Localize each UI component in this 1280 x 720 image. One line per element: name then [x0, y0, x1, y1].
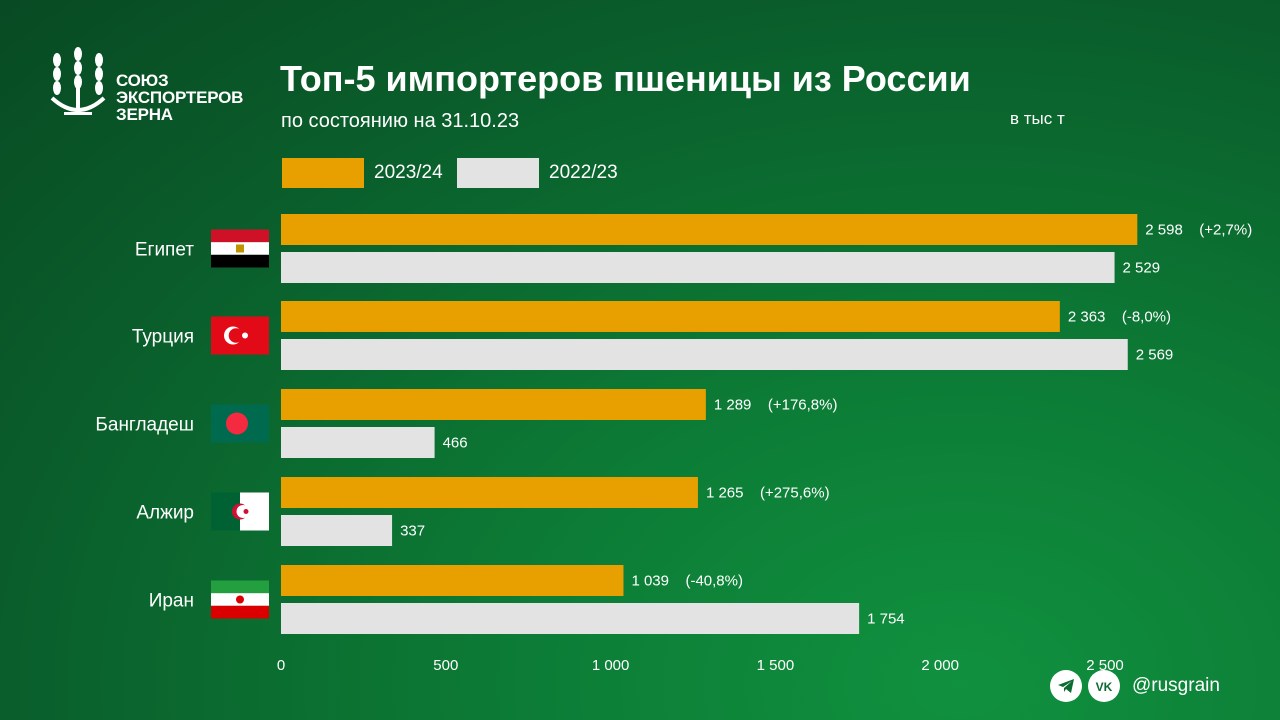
value-label: 2 363 [1068, 309, 1106, 326]
category-label: Египет [135, 240, 194, 261]
bar [281, 214, 1138, 245]
org-name: СОЮЗ ЭКСПОРТЕРОВ ЗЕРНА [116, 72, 243, 123]
legend-label-2023: 2023/24 [374, 162, 443, 183]
unit-label: в тыс т [1010, 109, 1065, 128]
x-tick-label: 2 500 [1086, 657, 1124, 674]
bar [281, 603, 860, 634]
value-label: 1 265 [706, 485, 744, 502]
svg-text:VK: VK [1096, 680, 1113, 692]
legend-item-2022: 2022/23 [457, 158, 618, 188]
value-label: 2 569 [1136, 347, 1174, 364]
bar [281, 515, 393, 546]
wheat-logo-icon [50, 47, 106, 115]
vk-icon[interactable]: VK [1088, 670, 1120, 702]
category-label: Иран [149, 591, 194, 612]
bar [281, 565, 624, 596]
value-label: 1 039 [631, 573, 669, 590]
value-label: 1 754 [867, 611, 905, 628]
legend-label-2022: 2022/23 [549, 162, 618, 183]
egypt-flag-icon [211, 229, 269, 268]
value-label: 2 529 [1123, 260, 1161, 277]
bar [281, 427, 435, 458]
telegram-icon[interactable] [1050, 670, 1082, 702]
x-tick-label: 0 [277, 657, 285, 674]
x-tick-label: 2 000 [921, 657, 959, 674]
category-label: Турция [132, 327, 194, 348]
change-label: (+275,6%) [760, 485, 830, 502]
bar [281, 339, 1128, 370]
org-line-1: СОЮЗ [116, 71, 169, 90]
chart-title: Топ-5 импортеров пшеницы из России [280, 58, 971, 99]
bar [281, 301, 1060, 332]
legend-swatch-2022 [457, 158, 539, 188]
social-links: VK @rusgrain [1050, 670, 1220, 702]
change-label: (-40,8%) [685, 573, 743, 590]
org-line-3: ЗЕРНА [116, 105, 173, 124]
value-label: 337 [400, 523, 425, 540]
algeria-flag-icon [211, 492, 269, 531]
change-label: (-8,0%) [1122, 309, 1171, 326]
value-label: 466 [443, 435, 468, 452]
org-line-2: ЭКСПОРТЕРОВ [116, 88, 244, 107]
logo: СОЮЗ ЭКСПОРТЕРОВ ЗЕРНА [46, 44, 266, 124]
social-handle[interactable]: @rusgrain [1132, 675, 1220, 696]
bar [281, 252, 1115, 283]
x-tick-label: 1 500 [757, 657, 795, 674]
x-tick-label: 1 000 [592, 657, 630, 674]
change-label: (+2,7%) [1199, 222, 1252, 239]
legend-swatch-2023 [282, 158, 364, 188]
iran-flag-icon [211, 580, 269, 619]
change-label: (+176,8%) [768, 397, 838, 414]
value-label: 1 289 [714, 397, 752, 414]
bar [281, 389, 706, 420]
bar [281, 477, 698, 508]
category-label: Бангладеш [95, 415, 194, 436]
chart-subtitle: по состоянию на 31.10.23 [281, 110, 520, 132]
bangladesh-flag-icon [211, 404, 269, 443]
value-label: 2 598 [1145, 222, 1183, 239]
x-tick-label: 500 [433, 657, 458, 674]
legend-item-2023: 2023/24 [282, 158, 443, 188]
turkey-flag-icon [211, 316, 269, 355]
category-label: Алжир [136, 503, 194, 524]
